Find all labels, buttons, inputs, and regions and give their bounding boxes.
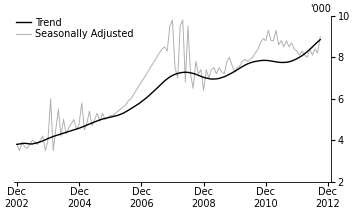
Legend: Trend, Seasonally Adjusted: Trend, Seasonally Adjusted [16, 18, 133, 39]
Text: '000: '000 [310, 4, 331, 14]
